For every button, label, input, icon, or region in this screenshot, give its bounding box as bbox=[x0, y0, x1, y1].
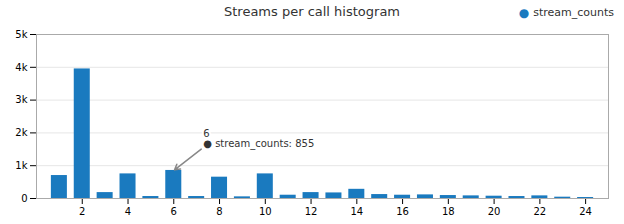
svg-text:0: 0 bbox=[21, 193, 27, 204]
svg-text:6: 6 bbox=[171, 206, 177, 217]
svg-text:16: 16 bbox=[396, 206, 409, 217]
html-text:Streams per call histogram: Streams per call histogram bbox=[224, 4, 400, 19]
svg-text:3k: 3k bbox=[15, 94, 27, 105]
svg-text:1k: 1k bbox=[15, 160, 27, 171]
svg-text:8: 8 bbox=[216, 206, 222, 217]
svg-text:14: 14 bbox=[350, 206, 363, 217]
svg-text:6● stream_counts: 855: 6● stream_counts: 855 bbox=[203, 128, 314, 150]
html-text:● stream_counts: ● stream_counts bbox=[518, 5, 614, 20]
svg-text:4k: 4k bbox=[15, 62, 27, 73]
svg-text:18: 18 bbox=[442, 206, 455, 217]
svg-text:2k: 2k bbox=[15, 127, 27, 138]
svg-text:22: 22 bbox=[533, 206, 546, 217]
svg-text:5k: 5k bbox=[15, 29, 27, 40]
svg-text:20: 20 bbox=[488, 206, 501, 217]
svg-text:2: 2 bbox=[79, 206, 85, 217]
svg-text:10: 10 bbox=[259, 206, 272, 217]
svg-text:12: 12 bbox=[305, 206, 318, 217]
svg-text:4: 4 bbox=[125, 206, 131, 217]
svg-text:24: 24 bbox=[579, 206, 592, 217]
